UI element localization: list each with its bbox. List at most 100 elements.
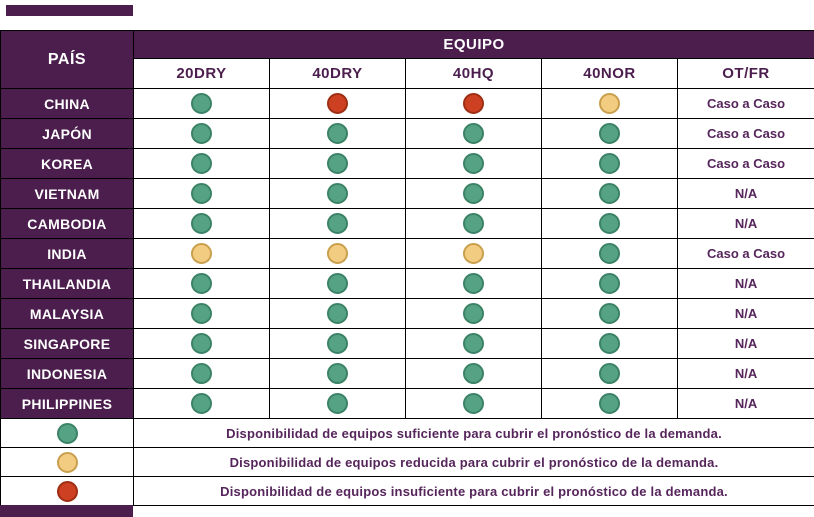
yellow-status-icon [191, 243, 212, 264]
green-status-icon [191, 303, 212, 324]
green-status-icon [191, 153, 212, 174]
status-cell [541, 208, 678, 239]
status-cell [541, 358, 678, 389]
otfr-value: N/A [676, 268, 814, 299]
legend-text: Disponibilidad de equipos reducida para … [132, 447, 814, 477]
table-row: INDIA Caso a Caso [0, 238, 814, 269]
status-cell [133, 238, 270, 269]
status-cell [133, 118, 270, 149]
green-status-icon [327, 183, 348, 204]
green-status-icon [191, 93, 212, 114]
status-cell [541, 328, 678, 359]
legend-row: Disponibilidad de equipos suficiente par… [0, 418, 814, 448]
status-cell [405, 268, 542, 299]
green-status-icon [327, 303, 348, 324]
legend-text: Disponibilidad de equipos insuficiente p… [132, 476, 814, 506]
red-status-icon [56, 480, 78, 502]
table-row: KOREA Caso a Caso [0, 148, 814, 179]
green-status-icon [463, 213, 484, 234]
status-cell [541, 178, 678, 209]
country-label: JAPÓN [0, 118, 134, 149]
status-cell [133, 268, 270, 299]
legend-icon-cell [0, 476, 134, 506]
country-label: INDONESIA [0, 358, 134, 389]
green-status-icon [463, 183, 484, 204]
country-label: THAILANDIA [0, 268, 134, 299]
country-label: CAMBODIA [0, 208, 134, 239]
equipo-header: EQUIPO [132, 30, 814, 59]
green-status-icon [191, 183, 212, 204]
green-status-icon [56, 422, 78, 444]
table-row: SINGAPORE N/A [0, 328, 814, 359]
red-status-icon [463, 93, 484, 114]
table-header: PAÍS EQUIPO 20DRY 40DRY 40HQ 40NOR OT/FR [0, 30, 814, 89]
status-cell [405, 118, 542, 149]
otfr-value: N/A [676, 208, 814, 239]
otfr-value: N/A [676, 298, 814, 329]
green-status-icon [327, 273, 348, 294]
status-cell [541, 388, 678, 419]
legend-row: Disponibilidad de equipos insuficiente p… [0, 476, 814, 506]
status-cell [269, 238, 406, 269]
yellow-status-icon [463, 243, 484, 264]
status-cell [269, 388, 406, 419]
status-cell [541, 268, 678, 299]
legend-icon-cell [0, 447, 134, 477]
column-header-40hq: 40HQ [405, 58, 542, 89]
table-row: JAPÓN Caso a Caso [0, 118, 814, 149]
green-status-icon [191, 333, 212, 354]
green-status-icon [191, 213, 212, 234]
status-cell [541, 238, 678, 269]
status-cell [133, 88, 270, 119]
status-cell [133, 388, 270, 419]
table-row: VIETNAM N/A [0, 178, 814, 209]
status-cell [133, 178, 270, 209]
status-cell [269, 358, 406, 389]
country-label: INDIA [0, 238, 134, 269]
top-accent-bar [6, 5, 133, 16]
green-status-icon [463, 153, 484, 174]
green-status-icon [599, 153, 620, 174]
equipment-availability-table: PAÍS EQUIPO 20DRY 40DRY 40HQ 40NOR OT/FR CHI… [0, 30, 814, 506]
yellow-status-icon [599, 93, 620, 114]
green-status-icon [327, 333, 348, 354]
legend-icon-cell [0, 418, 134, 448]
green-status-icon [463, 273, 484, 294]
green-status-icon [191, 363, 212, 384]
table-row: MALAYSIA N/A [0, 298, 814, 329]
otfr-value: N/A [676, 388, 814, 419]
header-row-equipo: PAÍS EQUIPO [0, 30, 814, 89]
green-status-icon [191, 393, 212, 414]
otfr-value: Caso a Caso [676, 238, 814, 269]
yellow-status-icon [327, 243, 348, 264]
green-status-icon [327, 213, 348, 234]
green-status-icon [599, 183, 620, 204]
status-cell [133, 298, 270, 329]
table-row: PHILIPPINES N/A [0, 388, 814, 419]
legend-row: Disponibilidad de equipos reducida para … [0, 447, 814, 477]
column-header-20dry: 20DRY [133, 58, 270, 89]
otfr-value: N/A [676, 328, 814, 359]
status-cell [269, 118, 406, 149]
status-cell [269, 268, 406, 299]
green-status-icon [191, 123, 212, 144]
status-cell [541, 118, 678, 149]
green-status-icon [327, 393, 348, 414]
table-row: CHINA Caso a Caso [0, 88, 814, 119]
status-cell [541, 298, 678, 329]
green-status-icon [327, 153, 348, 174]
green-status-icon [327, 123, 348, 144]
green-status-icon [599, 363, 620, 384]
table-body: CHINA Caso a Caso JAPÓN Caso a Caso KOREA Cas… [0, 88, 814, 506]
yellow-status-icon [56, 451, 78, 473]
status-cell [269, 88, 406, 119]
status-cell [405, 298, 542, 329]
green-status-icon [463, 333, 484, 354]
bottom-accent-bar [0, 505, 133, 517]
status-cell [269, 208, 406, 239]
green-status-icon [599, 123, 620, 144]
green-status-icon [599, 213, 620, 234]
green-status-icon [599, 273, 620, 294]
status-cell [405, 238, 542, 269]
